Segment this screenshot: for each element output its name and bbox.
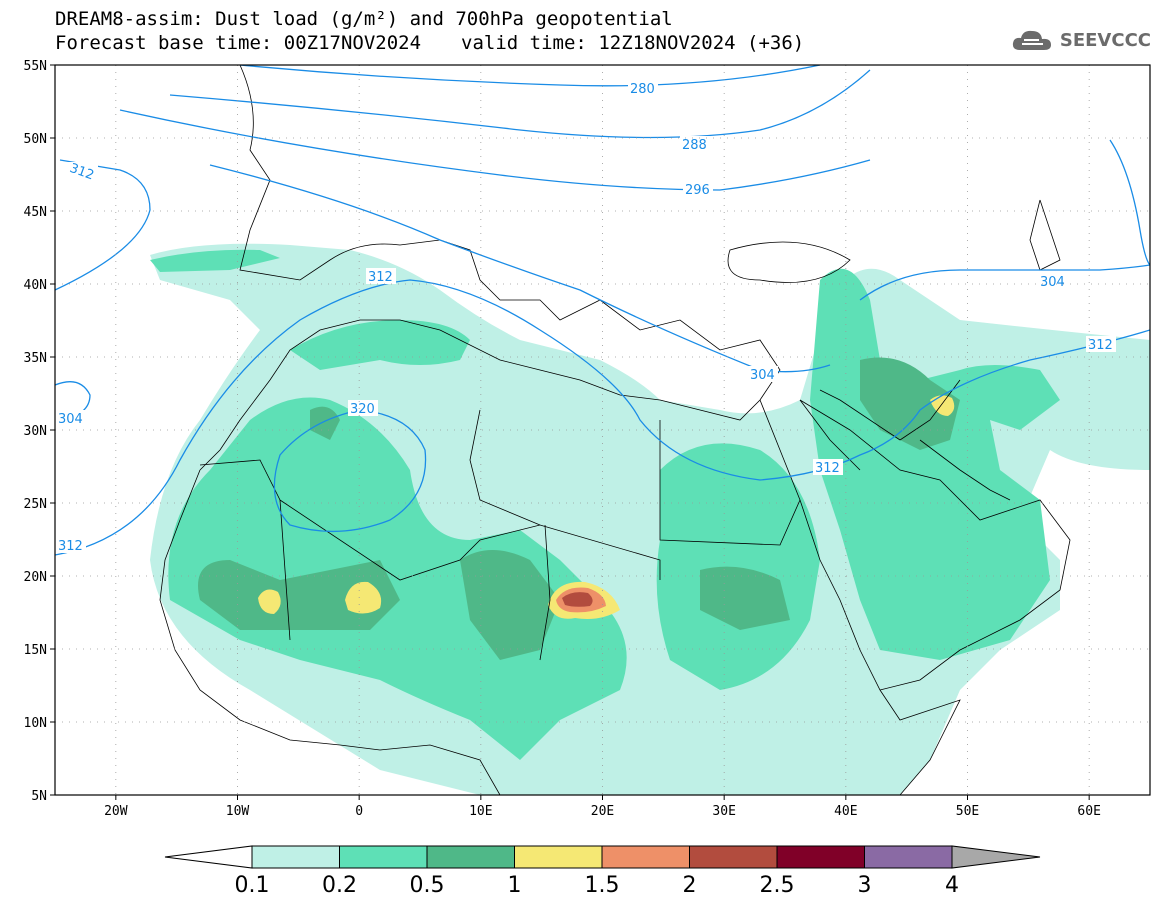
colorbar-segment bbox=[601, 845, 690, 869]
border-sahara-2 bbox=[469, 409, 801, 661]
lat-tick-label: 35N bbox=[24, 351, 47, 366]
contour-labels: 280 288 296 304 312 312 320 304 312 312 … bbox=[56, 80, 1116, 554]
dust-area-yellow-1 bbox=[258, 589, 281, 614]
lat-tick-label: 10N bbox=[24, 716, 47, 731]
lon-axis: 20W 10W 0 10E 20E 30E 40E 50E 60E bbox=[104, 795, 1101, 819]
logo-text: SEEVCCC bbox=[1059, 29, 1151, 51]
lon-tick-label: 60E bbox=[1077, 804, 1100, 819]
dust-area-yellow-2 bbox=[345, 581, 382, 614]
lon-tick-label: 10E bbox=[469, 804, 492, 819]
contour-label-304-west: 304 bbox=[58, 412, 83, 427]
coast-caspian bbox=[1029, 199, 1061, 271]
contour-288 bbox=[169, 69, 871, 139]
colorbar-label: 3 bbox=[858, 873, 872, 898]
lat-tick-label: 55N bbox=[24, 59, 47, 74]
forecast-base-time: Forecast base time: 00Z17NOV2024 bbox=[55, 32, 422, 54]
border-sahara-1 bbox=[199, 459, 661, 641]
lat-tick-label: 25N bbox=[24, 497, 47, 512]
colorbar-label: 2.5 bbox=[760, 873, 795, 898]
lat-axis: 55N 50N 45N 40N 35N 30N 25N 20N 15N 10N 5N bbox=[24, 59, 55, 804]
lat-tick-label: 50N bbox=[24, 132, 47, 147]
contour-label-312-mid: 312 bbox=[815, 461, 840, 476]
colorbar-label: 2 bbox=[683, 873, 697, 898]
contour-label-288: 288 bbox=[682, 138, 707, 153]
colorbar-label: 0.2 bbox=[322, 873, 357, 898]
lon-tick-label: 0 bbox=[355, 804, 363, 819]
dust-area-medium bbox=[150, 249, 1060, 760]
lat-tick-label: 45N bbox=[24, 205, 47, 220]
contour-label-312-north: 312 bbox=[368, 270, 393, 285]
dust-area-red bbox=[562, 592, 593, 607]
colorbar-left-triangle bbox=[164, 845, 253, 869]
coast-red-sea bbox=[759, 399, 961, 795]
coast-arabia bbox=[799, 399, 1071, 691]
contour-280 bbox=[239, 65, 821, 87]
geopotential-contours bbox=[55, 65, 1150, 556]
contour-296 bbox=[119, 109, 871, 191]
coast-persian-gulf bbox=[919, 439, 1011, 501]
colorbar-label: 1.5 bbox=[585, 873, 620, 898]
lon-tick-label: 50E bbox=[956, 804, 979, 819]
contour-label-280: 280 bbox=[630, 82, 655, 97]
coast-black-sea bbox=[727, 241, 851, 283]
contour-312-west bbox=[55, 159, 151, 291]
lon-tick-label: 20W bbox=[104, 804, 128, 819]
contour-label-312-east: 312 bbox=[1088, 338, 1113, 353]
lon-tick-label: 10W bbox=[226, 804, 250, 819]
colorbar-segment bbox=[514, 845, 603, 869]
colorbar-label: 1 bbox=[508, 873, 522, 898]
contour-304-east bbox=[859, 264, 1150, 301]
colorbar-segment bbox=[426, 845, 515, 869]
coast-west-africa bbox=[159, 469, 501, 795]
lat-tick-label: 30N bbox=[24, 424, 47, 439]
lat-tick-label: 15N bbox=[24, 643, 47, 658]
contour-label-320: 320 bbox=[350, 402, 375, 417]
colorbar-segment bbox=[776, 845, 865, 869]
colorbar-label: 0.1 bbox=[235, 873, 270, 898]
cloud-icon bbox=[1012, 30, 1051, 50]
contour-label-296: 296 bbox=[685, 183, 710, 198]
dust-area-yellow-3 bbox=[930, 395, 955, 416]
contour-label-304-east: 304 bbox=[1040, 275, 1065, 290]
colorbar-label: 4 bbox=[945, 873, 959, 898]
seevccc-logo: SEEVCCC bbox=[1010, 26, 1151, 54]
colorbar-segment bbox=[339, 845, 428, 869]
contour-label-312-sw: 312 bbox=[58, 539, 83, 554]
dust-area-high bbox=[198, 357, 960, 660]
colorbar-segment bbox=[864, 845, 953, 869]
map-subtitle: Forecast base time: 00Z17NOV2024 valid ti… bbox=[55, 32, 804, 54]
colorbar-segment bbox=[689, 845, 778, 869]
colorbar: 0.1 0.2 0.5 1 1.5 2 2.5 3 4 bbox=[164, 845, 1041, 898]
colorbar-right-triangle bbox=[951, 845, 1041, 869]
colorbar-segment bbox=[251, 845, 340, 869]
lat-tick-label: 40N bbox=[24, 278, 47, 293]
contour-312-ne bbox=[1109, 139, 1150, 266]
contour-312-main bbox=[55, 279, 1150, 556]
lon-tick-label: 30E bbox=[712, 804, 735, 819]
graticule bbox=[55, 65, 1150, 795]
lon-tick-label: 20E bbox=[591, 804, 614, 819]
lon-tick-label: 40E bbox=[834, 804, 857, 819]
map-title: DREAM8-assim: Dust load (g/m²) and 700hP… bbox=[55, 8, 673, 30]
valid-time: valid time: 12Z18NOV2024 (+36) bbox=[461, 32, 805, 54]
colorbar-label: 0.5 bbox=[410, 873, 445, 898]
lat-tick-label: 20N bbox=[24, 570, 47, 585]
contour-label-304-mid: 304 bbox=[750, 368, 775, 383]
lat-tick-label: 5N bbox=[31, 789, 47, 804]
dust-layer bbox=[150, 243, 1150, 795]
